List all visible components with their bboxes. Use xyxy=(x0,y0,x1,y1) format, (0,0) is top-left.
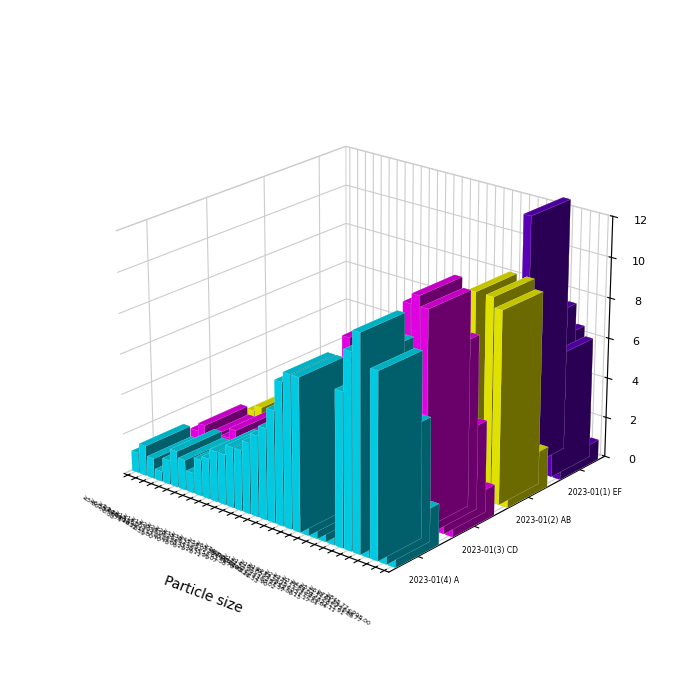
X-axis label: Particle size: Particle size xyxy=(162,573,245,615)
